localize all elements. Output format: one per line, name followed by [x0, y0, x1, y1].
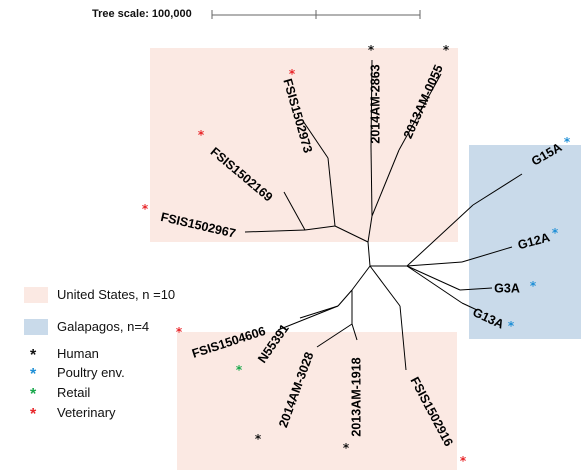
source-marker-icon: *	[142, 202, 149, 216]
tree-branch	[327, 157, 336, 227]
leaf-branch	[244, 229, 306, 233]
tree-branch	[406, 265, 461, 291]
source-marker-icon: *	[255, 432, 262, 446]
legend-source-label: Human	[57, 346, 99, 361]
source-marker-icon: *	[198, 128, 205, 142]
tree-scale-label: Tree scale: 100,000	[92, 8, 192, 20]
source-marker-icon: *	[530, 279, 537, 293]
source-marker-icon: *	[30, 386, 37, 403]
tree-branch	[369, 265, 401, 307]
leaf-label: G3A	[494, 281, 520, 295]
tree-branch	[351, 265, 371, 291]
leaf-branch	[302, 120, 329, 159]
source-marker-icon: *	[552, 226, 559, 240]
region-highlights	[150, 48, 581, 470]
leaf-branch	[399, 305, 407, 371]
tree-branches	[244, 59, 523, 371]
source-marker-icon: *	[289, 67, 296, 81]
leaf-branch	[316, 323, 353, 348]
region-united-states-bottom	[177, 332, 457, 470]
leaf-branch	[398, 73, 442, 151]
legend-region-label: Galapagos, n=4	[57, 319, 150, 334]
tree-branch	[370, 146, 373, 217]
leaf-branch	[299, 305, 339, 319]
tree-branch	[337, 289, 353, 307]
tree-branch	[304, 225, 336, 231]
leaf-branch	[277, 305, 339, 331]
source-marker-icon: *	[368, 43, 375, 57]
leaf-label: 2013AM-1918	[349, 357, 363, 436]
source-marker-icon: *	[508, 319, 515, 333]
leaf-branch	[472, 173, 523, 206]
legend-source-label: Veterinary	[57, 405, 116, 420]
source-marker-icon: *	[443, 43, 450, 57]
leaf-branch	[461, 246, 513, 263]
source-marker-icon: *	[564, 135, 571, 149]
source-marker-icon: *	[343, 441, 350, 455]
tree-scale-bar	[211, 10, 421, 19]
tree-branch	[406, 261, 463, 267]
tree-branch	[406, 265, 463, 304]
tree-branch	[367, 215, 373, 243]
legend-region-label: United States, n =10	[57, 287, 176, 302]
source-marker-icon: *	[236, 363, 243, 377]
source-marker-icon: *	[30, 347, 37, 364]
leaf-branch	[351, 323, 358, 341]
tree-branch	[371, 149, 400, 217]
legend-swatch	[24, 319, 48, 335]
source-marker-icon: *	[176, 325, 183, 339]
leaf-branch	[283, 191, 306, 231]
legend-swatch	[24, 287, 48, 303]
tree-branch	[367, 241, 371, 267]
leaf-label: 2014AM-2863	[368, 64, 382, 143]
legend-source-label: Poultry env.	[57, 365, 125, 380]
source-marker-icon: *	[30, 366, 37, 383]
source-marker-icon: *	[30, 406, 37, 423]
tree-branch	[334, 225, 369, 243]
leaf-branch	[459, 287, 493, 291]
region-galapagos	[469, 145, 581, 339]
source-marker-icon: *	[460, 454, 467, 468]
leaf-branch	[370, 59, 373, 148]
legend-source-label: Retail	[57, 385, 91, 400]
tree-branch	[406, 204, 474, 267]
region-united-states-top	[150, 48, 458, 242]
leaf-branch	[461, 302, 478, 311]
